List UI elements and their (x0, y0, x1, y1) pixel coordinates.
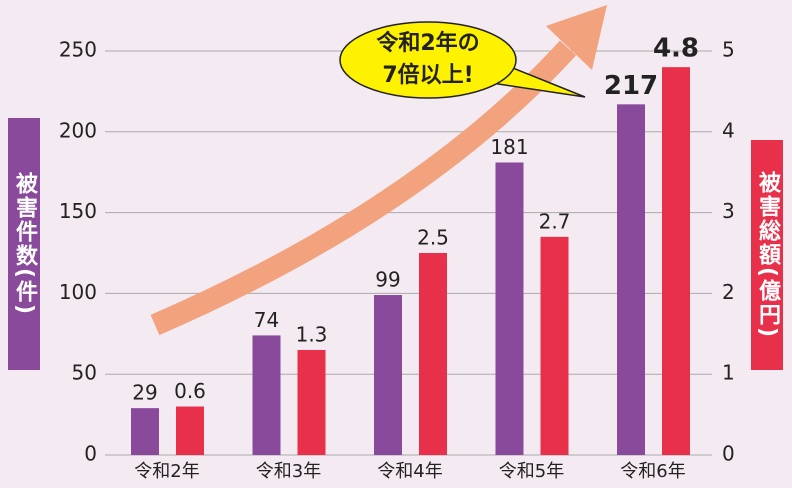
value-label: 181 (490, 135, 528, 159)
bar (131, 408, 159, 455)
bar (662, 67, 690, 455)
callout (339, 21, 517, 99)
y2-tick-label: 2 (722, 280, 735, 304)
y-tick-label: 100 (59, 280, 97, 304)
value-label: 2.7 (539, 209, 571, 233)
y2-tick-label: 4 (722, 118, 735, 142)
y2-tick-label: 5 (722, 38, 735, 62)
x-tick-label: 令和3年 (256, 461, 321, 482)
y2-tick-label: 0 (722, 442, 735, 466)
y-axis-title: 被害件数(件) (8, 118, 40, 370)
y-tick-label: 0 (84, 442, 97, 466)
callout-joint (480, 66, 500, 80)
arrow-head (546, 5, 607, 70)
value-label: 74 (254, 308, 279, 332)
bar (252, 335, 281, 455)
y-tick-label: 250 (59, 38, 97, 62)
bar (176, 406, 204, 455)
y2-tick-label: 3 (722, 199, 735, 223)
value-label: 4.8 (653, 34, 699, 64)
bar (617, 104, 645, 455)
callout-text: 7倍以上! (382, 62, 473, 88)
callout-text: 令和2年の (376, 30, 479, 56)
x-tick-label: 令和2年 (134, 461, 199, 482)
x-tick-label: 令和5年 (499, 461, 564, 482)
bar (495, 162, 524, 455)
value-label: 2.5 (417, 226, 449, 250)
arrow (150, 40, 577, 336)
value-label: 29 (132, 381, 157, 405)
value-label: 99 (375, 268, 400, 292)
bar (374, 295, 402, 455)
x-tick-label: 令和6年 (620, 461, 685, 482)
value-label: 0.6 (174, 379, 206, 403)
y2-tick-label: 1 (722, 361, 735, 385)
x-tick-label: 令和4年 (377, 461, 442, 482)
bar (540, 236, 569, 455)
y-tick-label: 150 (59, 199, 97, 223)
value-label: 217 (604, 71, 658, 101)
bar (419, 253, 447, 455)
y2-axis-title: 被害総額(億円) (751, 140, 783, 370)
y-tick-label: 200 (59, 118, 97, 142)
bar (297, 349, 326, 455)
value-label: 1.3 (296, 322, 328, 346)
y-tick-label: 50 (72, 361, 97, 385)
